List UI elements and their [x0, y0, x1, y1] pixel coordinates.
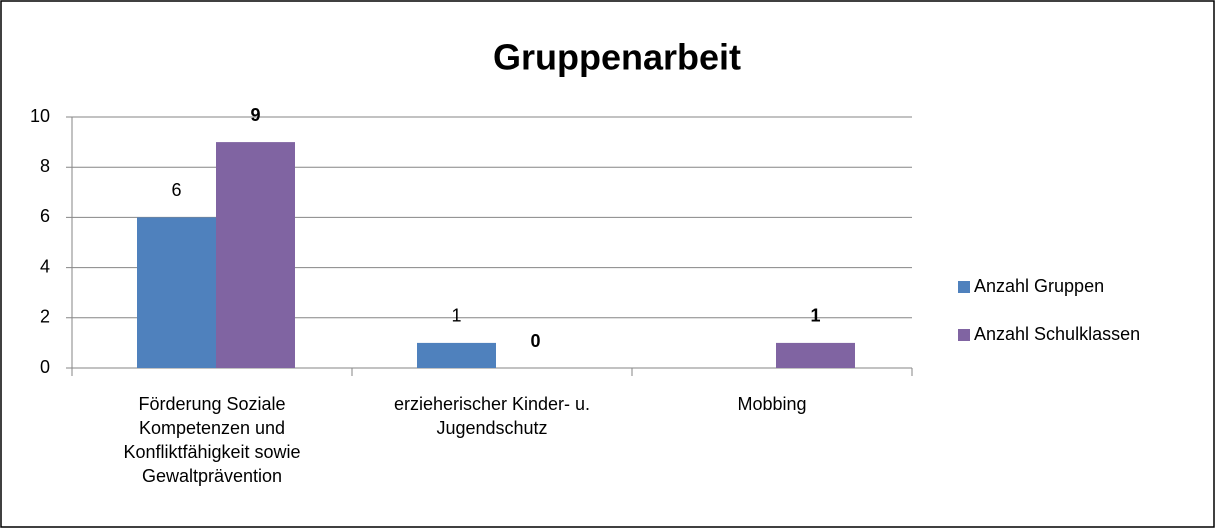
x-tick-label: erzieherischer Kinder- u. Jugendschutz: [394, 394, 590, 438]
legend-label: Anzahl Schulklassen: [974, 324, 1140, 344]
bar: [137, 217, 216, 368]
y-tick-label: 2: [40, 307, 50, 327]
y-tick-label: 10: [30, 106, 50, 126]
y-tick-label: 4: [40, 256, 50, 276]
chart-title: Gruppenarbeit: [493, 37, 741, 78]
bar: [776, 342, 855, 368]
y-tick-label: 0: [40, 357, 50, 377]
data-label: 1: [451, 306, 461, 326]
bar: [216, 142, 295, 368]
data-label: 9: [250, 105, 260, 125]
y-tick-label: 6: [40, 206, 50, 226]
legend-label: Anzahl Gruppen: [974, 276, 1104, 296]
data-label: 1: [810, 306, 820, 326]
legend-swatch: [958, 329, 970, 341]
bar: [417, 342, 496, 368]
y-tick-label: 8: [40, 156, 50, 176]
data-label: 6: [171, 180, 181, 200]
legend-swatch: [958, 281, 970, 293]
x-tick-label: Mobbing: [737, 394, 806, 414]
x-tick-label: Förderung Soziale Kompetenzen und Konflikt…: [123, 394, 300, 486]
data-label: 0: [530, 331, 540, 351]
